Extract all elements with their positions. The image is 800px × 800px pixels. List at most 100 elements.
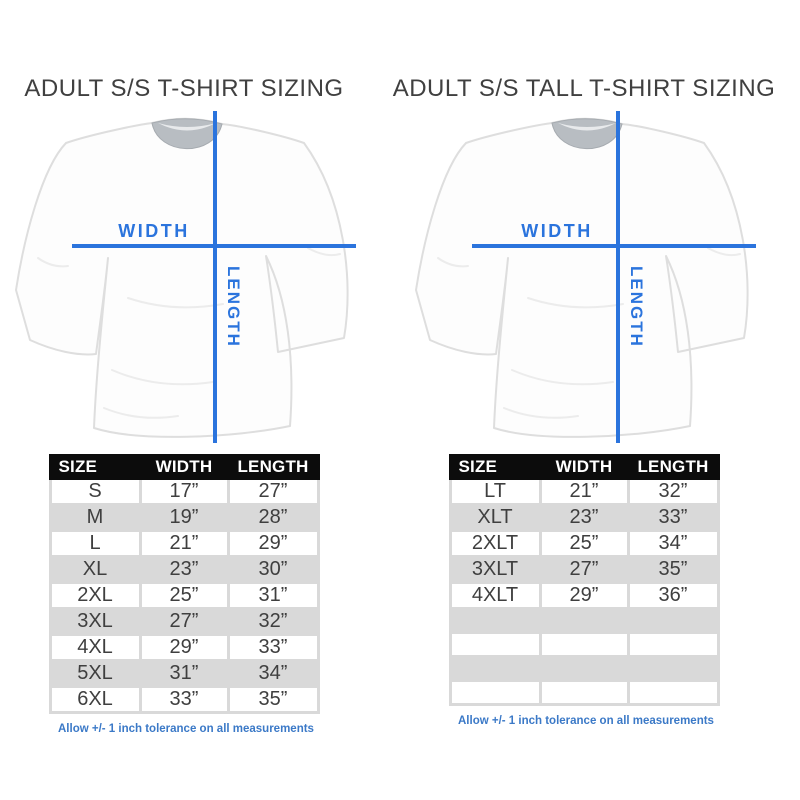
width-label: WIDTH bbox=[521, 221, 592, 241]
table-row: 4XLT 29” 36” bbox=[448, 581, 720, 610]
width-cell: 33” bbox=[138, 685, 230, 714]
empty-cell bbox=[538, 655, 630, 682]
width-cell: 29” bbox=[138, 633, 230, 662]
table-row: XLT 23” 33” bbox=[448, 503, 720, 532]
table-row: 2XL 25” 31” bbox=[48, 581, 320, 610]
column-header-size: SIZE bbox=[48, 454, 142, 480]
width-cell: 25” bbox=[538, 529, 630, 558]
empty-row bbox=[448, 631, 720, 658]
width-cell: 23” bbox=[138, 555, 230, 584]
page-title: ADULT S/S TALL T-SHIRT SIZING bbox=[392, 75, 776, 102]
length-cell: 32” bbox=[626, 477, 720, 506]
fabric-wrinkle bbox=[511, 369, 614, 386]
empty-cell bbox=[448, 631, 542, 658]
empty-cell bbox=[626, 631, 720, 658]
column-header-length: LENGTH bbox=[626, 454, 720, 480]
empty-row bbox=[448, 679, 720, 706]
length-cell: 34” bbox=[226, 659, 320, 688]
size-cell: LT bbox=[448, 477, 542, 506]
length-cell: 33” bbox=[226, 633, 320, 662]
tshirt-silhouette bbox=[415, 117, 749, 438]
length-cell: 33” bbox=[626, 503, 720, 532]
size-cell: 2XL bbox=[48, 581, 142, 610]
empty-cell bbox=[538, 679, 630, 706]
tshirt-diagram: WIDTH LENGTH bbox=[415, 111, 756, 443]
tshirt-diagram: WIDTH LENGTH bbox=[15, 111, 356, 443]
collar-back-band bbox=[558, 123, 616, 131]
size-table: SIZE WIDTH LENGTH LT 21” 32” XLT 23” 33” 2XLT 2… bbox=[448, 454, 720, 706]
width-cell: 17” bbox=[138, 477, 230, 506]
length-cell: 34” bbox=[626, 529, 720, 558]
size-cell: 2XLT bbox=[448, 529, 542, 558]
column-header-width: WIDTH bbox=[538, 454, 630, 480]
size-cell: M bbox=[48, 503, 142, 532]
table-row: LT 21” 32” bbox=[448, 477, 720, 506]
length-cell: 28” bbox=[226, 503, 320, 532]
fabric-wrinkle bbox=[527, 297, 624, 309]
panel-regular-sizing: ADULT S/S T-SHIRT SIZING WIDTH LENGTH SI… bbox=[8, 74, 360, 735]
width-cell: 29” bbox=[538, 581, 630, 610]
size-cell: L bbox=[48, 529, 142, 558]
width-cell: 21” bbox=[538, 477, 630, 506]
size-cell: 4XLT bbox=[448, 581, 542, 610]
fabric-wrinkle bbox=[437, 257, 469, 268]
empty-cell bbox=[626, 607, 720, 634]
empty-cell bbox=[538, 607, 630, 634]
tshirt-silhouette bbox=[15, 117, 349, 438]
table-row: M 19” 28” bbox=[48, 503, 320, 532]
table-row: S 17” 27” bbox=[48, 477, 320, 506]
width-cell: 27” bbox=[538, 555, 630, 584]
fabric-wrinkle bbox=[37, 257, 69, 268]
table-header-row: SIZE WIDTH LENGTH bbox=[448, 454, 720, 480]
size-cell: 4XL bbox=[48, 633, 142, 662]
length-label: LENGTH bbox=[224, 266, 243, 348]
table-row: 2XLT 25” 34” bbox=[448, 529, 720, 558]
fabric-wrinkle bbox=[503, 407, 579, 419]
length-cell: 32” bbox=[226, 607, 320, 636]
empty-cell bbox=[538, 631, 630, 658]
column-header-width: WIDTH bbox=[138, 454, 230, 480]
fabric-wrinkle bbox=[111, 369, 214, 386]
length-cell: 27” bbox=[226, 477, 320, 506]
table-row: 3XL 27” 32” bbox=[48, 607, 320, 636]
table-row: L 21” 29” bbox=[48, 529, 320, 558]
width-label: WIDTH bbox=[118, 221, 189, 241]
page-title: ADULT S/S T-SHIRT SIZING bbox=[24, 75, 344, 102]
width-cell: 21” bbox=[138, 529, 230, 558]
size-cell: XL bbox=[48, 555, 142, 584]
size-cell: XLT bbox=[448, 503, 542, 532]
fabric-wrinkle bbox=[307, 247, 341, 257]
width-cell: 25” bbox=[138, 581, 230, 610]
table-row: 4XL 29” 33” bbox=[48, 633, 320, 662]
tolerance-footnote: Allow +/- 1 inch tolerance on all measur… bbox=[58, 723, 314, 735]
length-cell: 31” bbox=[226, 581, 320, 610]
column-header-size: SIZE bbox=[448, 454, 542, 480]
empty-cell bbox=[448, 679, 542, 706]
empty-row bbox=[448, 607, 720, 634]
size-cell: 5XL bbox=[48, 659, 142, 688]
empty-cell bbox=[448, 607, 542, 634]
table-row: 6XL 33” 35” bbox=[48, 685, 320, 714]
length-label: LENGTH bbox=[627, 266, 646, 348]
panel-tall-sizing: ADULT S/S TALL T-SHIRT SIZING WIDTH LENG… bbox=[393, 74, 775, 727]
collar-back-band bbox=[158, 123, 216, 131]
width-cell: 23” bbox=[538, 503, 630, 532]
length-cell: 35” bbox=[226, 685, 320, 714]
length-cell: 36” bbox=[626, 581, 720, 610]
column-header-length: LENGTH bbox=[226, 454, 320, 480]
width-cell: 31” bbox=[138, 659, 230, 688]
size-cell: S bbox=[48, 477, 142, 506]
length-cell: 29” bbox=[226, 529, 320, 558]
width-cell: 27” bbox=[138, 607, 230, 636]
width-cell: 19” bbox=[138, 503, 230, 532]
fabric-wrinkle bbox=[707, 247, 741, 257]
fabric-wrinkle bbox=[103, 407, 179, 419]
empty-cell bbox=[626, 655, 720, 682]
table-row: 5XL 31” 34” bbox=[48, 659, 320, 688]
length-cell: 35” bbox=[626, 555, 720, 584]
table-row: 3XLT 27” 35” bbox=[448, 555, 720, 584]
empty-row bbox=[448, 655, 720, 682]
size-cell: 6XL bbox=[48, 685, 142, 714]
empty-cell bbox=[626, 679, 720, 706]
